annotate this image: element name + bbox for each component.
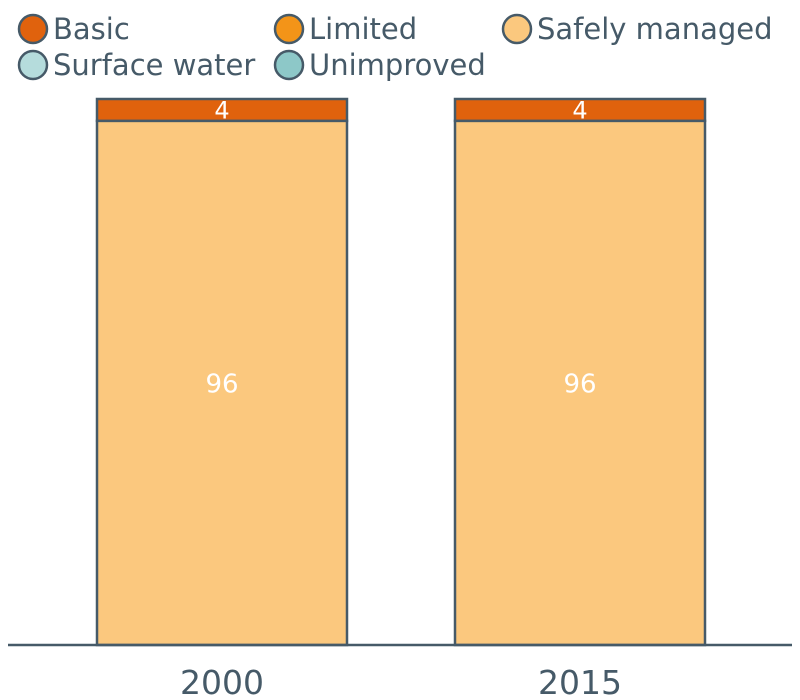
x-axis-ticks: 2000 2015 <box>180 663 622 700</box>
data-label-safely-managed-2000: 96 <box>205 369 238 399</box>
legend-label-surface-water: Surface water <box>53 48 255 82</box>
legend-swatch-safely-managed <box>501 13 533 45</box>
legend-item-limited: Limited <box>273 12 417 46</box>
legend-swatch-basic <box>17 13 49 45</box>
data-label-basic-2015: 4 <box>572 97 587 125</box>
x-tick-label-2000: 2000 <box>180 663 264 700</box>
legend-label-basic: Basic <box>53 12 130 46</box>
data-label-basic-2000: 4 <box>214 97 229 125</box>
bar-safely-managed-2000 <box>95 119 349 647</box>
data-label-safely-managed-2015: 96 <box>563 369 596 399</box>
bars <box>95 97 707 647</box>
data-labels: 96 4 96 4 <box>205 97 596 400</box>
bar-basic-2015 <box>453 97 707 123</box>
legend-item-surface-water: Surface water <box>17 48 255 82</box>
legend-item-unimproved: Unimproved <box>273 48 486 82</box>
legend-label-safely-managed: Safely managed <box>537 12 773 46</box>
legend: Basic Limited Safely managed Surface water U… <box>17 12 773 82</box>
legend-swatch-surface-water <box>17 49 49 81</box>
legend-label-limited: Limited <box>309 12 417 46</box>
bar-basic-2000 <box>95 97 349 123</box>
legend-label-unimproved: Unimproved <box>309 48 486 82</box>
legend-swatch-unimproved <box>273 49 305 81</box>
legend-swatch-limited <box>273 13 305 45</box>
x-tick-label-2015: 2015 <box>538 663 622 700</box>
legend-item-safely-managed: Safely managed <box>501 12 773 46</box>
legend-item-basic: Basic <box>17 12 130 46</box>
